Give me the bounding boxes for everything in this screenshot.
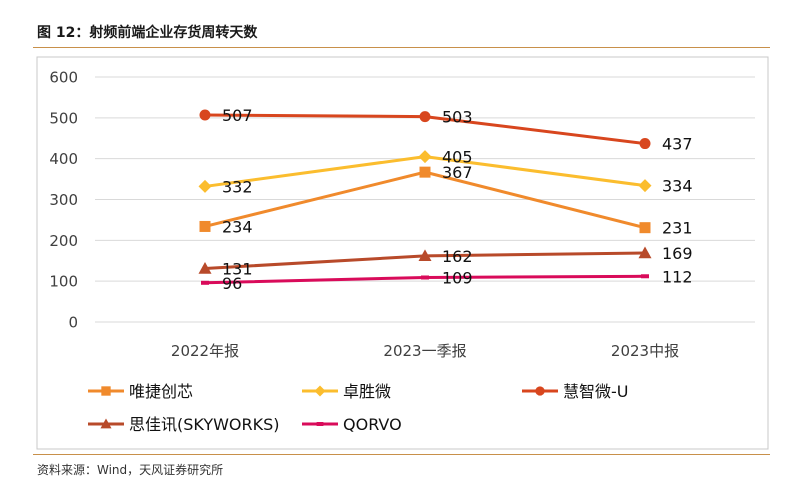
data-label: 162 [442, 247, 473, 266]
data-label: 231 [662, 219, 693, 238]
y-tick-label: 600 [49, 69, 78, 87]
data-label: 503 [442, 108, 473, 127]
y-tick-label: 200 [49, 232, 78, 250]
data-label: 405 [442, 148, 473, 167]
data-point [418, 150, 432, 164]
legend: 唯捷创芯 卓胜微 慧智微-U 思佳讯(SKYWORKS) QORVO [88, 382, 629, 434]
source-note: 资料来源：Wind，天风证券研究所 [37, 463, 224, 477]
data-label: 109 [442, 268, 473, 287]
y-tick-label: 100 [49, 273, 78, 291]
legend-label: 思佳讯(SKYWORKS) [129, 415, 280, 434]
y-tick-label: 400 [49, 150, 78, 168]
x-axis-ticks: 2022年报 2023一季报 2023中报 [171, 342, 679, 360]
series-lines [198, 109, 652, 285]
data-label: 96 [222, 274, 242, 293]
y-tick-label: 300 [49, 191, 78, 209]
title-divider [33, 47, 770, 48]
data-point [198, 179, 212, 193]
data-point [419, 111, 431, 123]
data-label: 507 [222, 106, 253, 125]
data-labels: 234 367 231 332 405 334 507 503 437 131 162 169 96 10… [222, 106, 693, 293]
data-point [639, 222, 651, 234]
x-tick-label: 2023一季报 [383, 342, 466, 360]
data-label: 367 [442, 163, 473, 182]
data-label: 437 [662, 135, 693, 154]
legend-label: 唯捷创芯 [129, 382, 193, 401]
legend-label: 卓胜微 [343, 382, 391, 401]
legend-marker [314, 385, 326, 397]
data-label: 169 [662, 244, 693, 263]
figure-title: 图 12：射频前端企业存货周转天数 [37, 25, 258, 41]
legend-item: 卓胜微 [302, 382, 391, 401]
legend-item: 唯捷创芯 [88, 382, 193, 401]
data-point [419, 166, 431, 178]
data-label: 334 [662, 177, 693, 196]
legend-marker [100, 418, 112, 429]
data-label: 112 [662, 267, 693, 286]
legend-marker [101, 386, 111, 396]
legend-item: 思佳讯(SKYWORKS) [88, 415, 280, 434]
y-axis-ticks: 0 100 200 300 400 500 600 [49, 69, 78, 332]
data-point [418, 249, 432, 262]
data-point [638, 179, 652, 193]
data-point [638, 246, 652, 259]
data-label: 131 [222, 260, 253, 279]
data-point [199, 220, 211, 232]
legend-label: 慧智微-U [563, 382, 629, 401]
data-label: 234 [222, 217, 253, 236]
data-point [639, 138, 651, 150]
legend-item: QORVO [302, 415, 402, 434]
data-point [198, 262, 212, 274]
data-label: 332 [222, 177, 253, 196]
y-tick-label: 0 [68, 314, 78, 332]
x-tick-label: 2022年报 [171, 342, 239, 360]
legend-label: QORVO [343, 415, 402, 434]
x-tick-label: 2023中报 [611, 342, 679, 360]
legend-item: 慧智微-U [522, 382, 629, 401]
data-point [199, 109, 211, 121]
source-divider [33, 454, 770, 455]
y-tick-label: 500 [49, 109, 78, 127]
legend-marker [535, 386, 545, 396]
